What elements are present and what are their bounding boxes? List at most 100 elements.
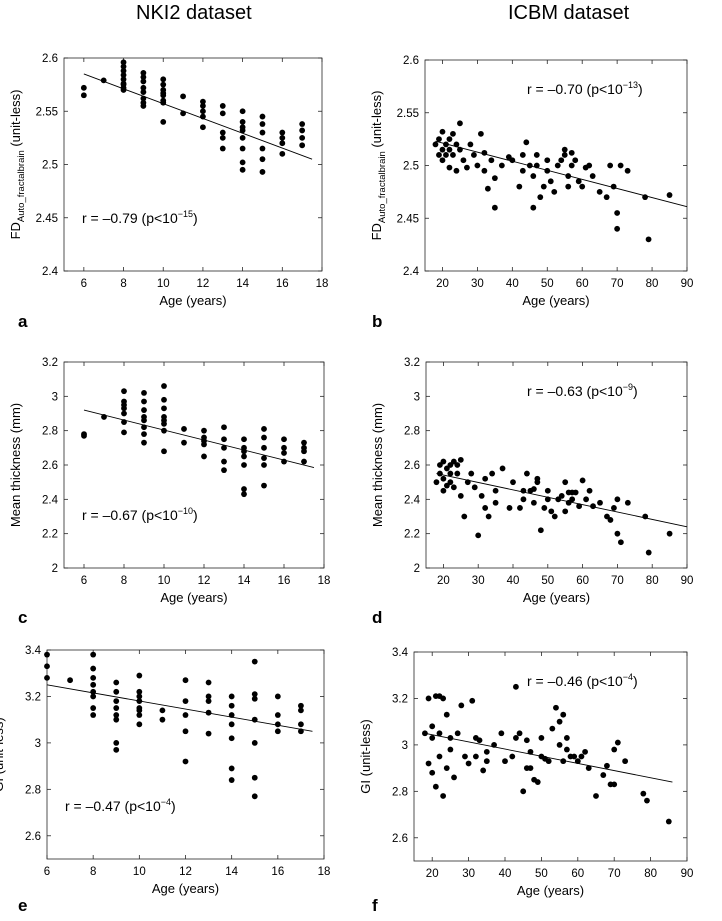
data-point [454,462,461,468]
data-point [540,183,547,190]
axes-box [63,361,325,569]
data-point [182,758,189,765]
data-point [201,427,207,434]
x-axis-label: Age (years) [159,293,226,308]
data-point [556,718,563,725]
y-tick-label: 2 [414,563,420,575]
data-point [506,505,513,511]
annotation-suffix: ) [171,798,176,814]
data-point [611,505,617,511]
data-point [611,746,618,753]
data-point [239,134,246,141]
y-tick-label: 2.45 [36,213,58,225]
data-point [578,753,585,760]
data-point [549,725,556,732]
data-point [509,753,516,760]
data-point [90,681,97,688]
y-axis-label: FDAuto_fractalbrain (unit-less) [369,91,388,241]
panel-letter-c: c [18,608,28,627]
annotation-suffix: ) [633,383,638,399]
data-point [450,152,456,158]
data-point [561,152,568,158]
data-point [561,146,568,153]
data-point [141,431,147,437]
x-tick-label: 50 [541,278,554,290]
panel-letter-d: d [372,608,383,627]
x-tick-label: 16 [271,866,284,878]
data-point [205,698,212,704]
y-tick-label: 3.4 [25,645,42,657]
data-point [181,426,187,432]
data-point [160,81,167,88]
correlation-annotation: r = –0.70 (p<10−13) [527,80,643,97]
data-point [541,505,548,511]
data-point [574,758,581,765]
data-point [180,110,186,117]
data-point [530,204,537,211]
y-tick-label: 2.5 [403,161,419,173]
data-point [140,99,147,106]
y-tick-label: 2.55 [397,108,419,120]
data-point [491,175,498,182]
x-tick-label: 10 [133,866,146,878]
data-point [141,414,147,420]
data-point [274,693,281,700]
data-point [298,721,304,728]
data-point [464,479,471,486]
correlation-annotation: r = –0.67 (p<10−10) [82,506,198,523]
x-tick-label: 6 [81,278,87,290]
x-tick-label: 14 [238,575,251,587]
data-point [560,711,567,718]
data-point [219,145,226,152]
data-point [121,419,127,425]
data-point [645,236,652,243]
data-point [527,765,534,772]
data-point [228,735,235,742]
y-tick-label: 3 [414,391,420,403]
data-point [624,499,631,506]
data-point [161,405,167,412]
data-point [534,475,541,482]
y-axis-label: Mean thickness (mm) [8,403,23,527]
data-point [113,712,120,718]
data-point [44,651,50,658]
data-point [568,162,575,169]
y-axis-label-main: GI (unit-less) [0,717,6,791]
data-point [457,120,463,127]
data-point [239,145,246,152]
data-point [563,735,570,741]
data-point [484,185,491,192]
correlation-annotation: r = –0.79 (p<10−15) [82,209,198,226]
x-tick-label: 90 [681,868,694,880]
data-point [614,496,621,503]
data-point [136,707,143,714]
data-point [205,693,212,700]
annotation-prefix: r = –0.63 (p<10 [527,383,623,399]
data-point [90,693,97,700]
x-tick-label: 90 [681,575,694,587]
data-point [141,439,147,446]
annotation-exponent: −9 [623,382,633,392]
data-point [614,225,621,232]
data-point [259,145,266,152]
data-point [136,712,143,718]
x-tick-label: 18 [316,278,329,290]
data-point [474,162,481,169]
data-point [562,479,569,486]
x-tick-label: 18 [318,866,331,878]
data-point [259,129,266,136]
x-axis-label: Age (years) [152,881,219,896]
correlation-annotation: r = –0.63 (p<10−9) [527,382,638,399]
annotation-exponent: −4 [161,797,171,807]
data-point [241,453,247,460]
annotation-exponent: −13 [623,80,638,90]
regression-line [436,473,688,528]
data-point [481,167,488,174]
x-tick-label: 40 [499,868,512,880]
data-point [429,735,436,741]
chart-panel-b: 20 30 40 50 60 70 80 90 2.4 2.45 2.5 2.55 2.6 Age (ye… [369,55,693,308]
annotation-prefix: r = –0.47 (p<10 [65,798,161,814]
data-point [241,491,247,498]
x-axis-label: Age (years) [522,293,589,308]
data-point [140,89,147,95]
